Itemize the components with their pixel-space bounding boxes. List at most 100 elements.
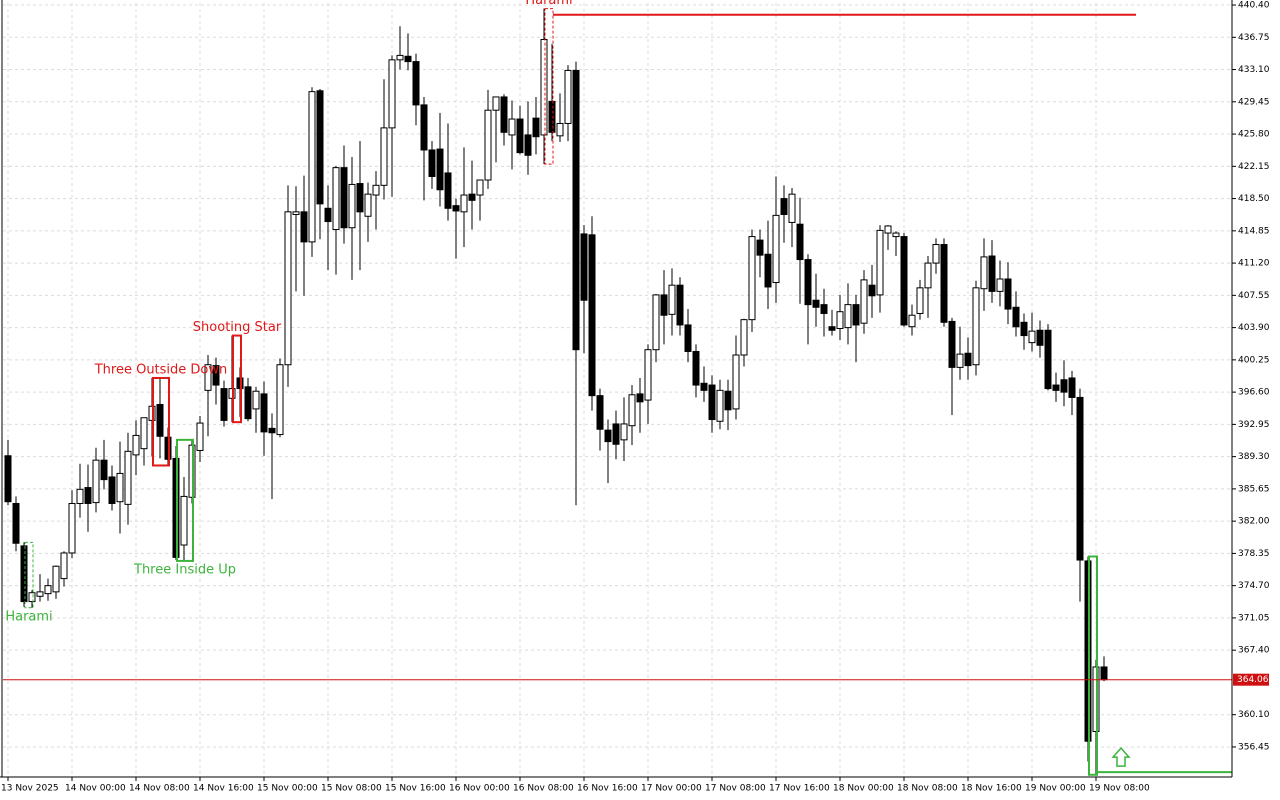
candle xyxy=(860,270,868,334)
candle xyxy=(396,26,404,70)
candle xyxy=(84,464,92,532)
candle-body xyxy=(116,472,124,503)
candle-body xyxy=(716,389,724,422)
pattern-arrow xyxy=(1111,747,1131,767)
candle-body xyxy=(724,390,732,411)
candle-body xyxy=(676,284,684,326)
candle xyxy=(372,171,380,230)
y-tick-label: 425.80 xyxy=(1238,130,1270,140)
candle-body xyxy=(372,184,380,196)
candle-body xyxy=(708,384,716,421)
pattern-box xyxy=(1088,555,1098,776)
candle-body xyxy=(852,304,860,326)
candle xyxy=(884,225,892,250)
candle-body xyxy=(556,122,564,137)
candle xyxy=(556,93,564,143)
x-tick-label: 18 Nov 00:00 xyxy=(833,784,894,794)
candle-body xyxy=(596,395,604,430)
candle xyxy=(220,380,228,427)
x-tick-label: 14 Nov 16:00 xyxy=(193,784,254,794)
candle-body xyxy=(844,304,852,329)
candle-body xyxy=(972,287,980,366)
candle xyxy=(116,441,124,534)
candle xyxy=(748,229,756,333)
x-tick-label: 16 Nov 08:00 xyxy=(513,784,574,794)
candle-body xyxy=(284,211,292,366)
candle xyxy=(956,326,964,380)
candle xyxy=(300,175,308,296)
candle-body xyxy=(820,304,828,314)
candle-body xyxy=(1068,377,1076,398)
x-tick-label: 13 Nov 2025 xyxy=(1,784,59,794)
candle xyxy=(1060,360,1068,407)
candle xyxy=(604,419,612,484)
candle xyxy=(524,101,532,175)
candle xyxy=(20,542,28,607)
y-tick-label: 356.45 xyxy=(1238,742,1270,752)
current-price-label: 364.06 xyxy=(1237,675,1269,685)
candle xyxy=(868,264,876,318)
candle xyxy=(436,112,444,207)
pattern-label: Harami xyxy=(525,0,572,8)
candle-body xyxy=(1100,666,1108,681)
candle xyxy=(1076,388,1084,602)
plot-area xyxy=(3,8,1232,776)
candle xyxy=(348,157,356,280)
candle xyxy=(404,33,412,71)
candle-body xyxy=(1020,321,1028,337)
candle xyxy=(4,439,12,506)
candle-body xyxy=(76,488,84,504)
candle-body xyxy=(1036,329,1044,346)
candle xyxy=(140,417,148,466)
y-tick-label: 418.50 xyxy=(1238,194,1270,204)
candle xyxy=(508,100,516,170)
y-tick-label: 374.70 xyxy=(1238,581,1270,591)
candle-body xyxy=(700,382,708,391)
candle-body xyxy=(548,100,556,133)
x-tick-label: 17 Nov 00:00 xyxy=(641,784,702,794)
x-tick-label: 15 Nov 00:00 xyxy=(257,784,318,794)
x-tick-label: 17 Nov 16:00 xyxy=(769,784,830,794)
y-tick-label: 422.15 xyxy=(1238,162,1270,172)
current-price-tag xyxy=(1233,673,1269,686)
candle-body xyxy=(12,502,20,544)
candle xyxy=(780,185,788,243)
candle-body xyxy=(1012,306,1020,328)
x-tick-label: 14 Nov 08:00 xyxy=(129,784,190,794)
candle xyxy=(1028,312,1036,352)
candle xyxy=(564,65,572,142)
candle-body xyxy=(196,422,204,451)
candle-body xyxy=(1076,396,1084,561)
candle-body xyxy=(20,545,28,603)
candle xyxy=(60,551,68,587)
candle-body xyxy=(652,294,660,351)
candle-body xyxy=(1060,379,1068,393)
y-tick-label: 414.85 xyxy=(1238,226,1270,236)
candle xyxy=(52,565,60,599)
candle xyxy=(1068,370,1076,416)
candle xyxy=(36,574,44,602)
candle-body xyxy=(780,198,788,215)
candle-body xyxy=(476,179,484,196)
candle-body xyxy=(588,234,596,397)
candle xyxy=(532,96,540,155)
candle xyxy=(628,385,636,446)
candle-body xyxy=(324,207,332,223)
candle-body xyxy=(1028,330,1036,344)
candle-body xyxy=(204,364,212,391)
candle xyxy=(12,496,20,552)
candle-body xyxy=(1052,384,1060,391)
candle xyxy=(364,182,372,242)
x-tick-label: 19 Nov 08:00 xyxy=(1089,784,1150,794)
y-tick-label: 385.65 xyxy=(1238,484,1270,494)
candle-body xyxy=(604,429,612,443)
pattern-box xyxy=(232,334,242,424)
candle xyxy=(692,344,700,398)
candle-body xyxy=(444,172,452,209)
candle-body xyxy=(884,225,892,234)
candle xyxy=(1044,324,1052,391)
candle xyxy=(724,379,732,431)
candle-body xyxy=(300,211,308,243)
candle xyxy=(948,317,956,416)
pattern-label: Shooting Star xyxy=(193,320,282,335)
